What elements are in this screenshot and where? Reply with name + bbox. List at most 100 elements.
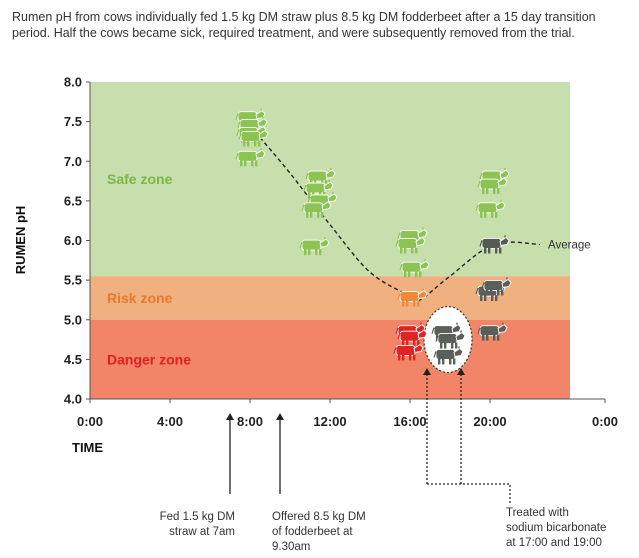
cow-tail — [393, 347, 397, 354]
cow-body — [397, 238, 418, 249]
cow-head — [255, 149, 266, 159]
cow-leg-2 — [413, 340, 416, 347]
cow-leg-3 — [497, 188, 500, 195]
x-tick-label-6: 0:00 — [592, 414, 618, 429]
y-tick-label-6: 7.0 — [64, 154, 82, 169]
annotation-0-line-0: Fed 1.5 kg DM — [160, 511, 235, 523]
cow-leg-1 — [486, 334, 489, 341]
cow-tail — [238, 133, 242, 140]
cow-point-3 — [238, 128, 269, 147]
cow-tail — [433, 351, 437, 358]
cow-head — [413, 343, 424, 353]
cow-tail — [477, 180, 481, 188]
cow-point-21 — [477, 176, 508, 195]
zone-label-1: Risk zone — [107, 290, 173, 306]
cow-point-16 — [393, 342, 424, 361]
cow-tail — [479, 172, 483, 180]
cow-body — [399, 291, 420, 303]
cow-point-25 — [481, 277, 512, 296]
cow-head — [419, 260, 430, 270]
cow-head — [327, 193, 338, 203]
cow-body — [483, 280, 504, 291]
treat-connector — [427, 483, 511, 504]
cow-tail — [397, 232, 401, 239]
annotation-2-line-1: sodium bicarbonate — [506, 522, 606, 534]
axes-layer: 4.0 4.5 5.0 5.5 6.0 6.5 7.0 7.5 8.0 0:00 4:00 8:00 1… — [64, 75, 618, 430]
cow-head — [257, 118, 268, 128]
cow-head — [497, 177, 508, 187]
cow-leg-1 — [484, 295, 487, 302]
cow-leg-1 — [488, 247, 491, 254]
x-tick-label-0: 0:00 — [77, 414, 103, 429]
cow-leg-3 — [453, 358, 456, 365]
cow-point-4 — [235, 148, 266, 167]
caption-line-2: period. Half the cows became sick, requi… — [12, 26, 575, 40]
cow-leg-1 — [247, 140, 250, 147]
cow-leg-3 — [497, 334, 500, 341]
cow-tail — [481, 282, 485, 289]
cow-leg-2 — [315, 249, 318, 256]
annotation-1-line-1: of fodderbeet at — [272, 526, 353, 538]
x-tick-label-2: 8:00 — [237, 414, 263, 429]
cow-body — [477, 202, 498, 214]
cow-leg-3 — [455, 342, 458, 349]
cow-tail — [475, 287, 479, 295]
cow-leg-3 — [413, 354, 416, 361]
cow-leg-0 — [438, 358, 441, 365]
cow-leg-3 — [321, 211, 324, 218]
cow-body — [237, 150, 258, 162]
y-tick-label-1: 4.5 — [64, 352, 82, 367]
cow-tail — [305, 172, 309, 180]
cow-leg-2 — [491, 211, 494, 218]
cow-body — [305, 182, 326, 194]
cow-tail — [303, 184, 307, 192]
arrow-head — [276, 413, 284, 420]
cow-body — [399, 330, 420, 342]
cow-leg-0 — [486, 289, 489, 296]
cow-tail — [237, 121, 241, 128]
cow-leg-0 — [304, 249, 307, 256]
cow-leg-2 — [451, 342, 454, 349]
cow-leg-0 — [484, 247, 487, 254]
average-label: Average — [548, 239, 591, 251]
cow-leg-0 — [400, 247, 403, 254]
x-tick-label-4: 16:00 — [393, 414, 426, 429]
cow-head — [323, 181, 334, 191]
zone-labels-layer: Safe zone Risk zone Danger zone — [107, 171, 191, 367]
cow-leg-0 — [404, 271, 407, 278]
annotation-1-line-0: Offered 8.5 kg DM — [272, 511, 366, 523]
cow-body — [301, 239, 322, 251]
cow-leg-3 — [417, 300, 420, 307]
cow-leg-1 — [402, 354, 405, 361]
y-tick-label-0: 4.0 — [64, 392, 82, 407]
cow-leg-0 — [306, 211, 309, 218]
cow-point-13 — [397, 288, 428, 307]
cow-leg-1 — [310, 211, 313, 218]
cow-point-11 — [395, 235, 426, 254]
cow-leg-3 — [319, 249, 322, 256]
cow-tail — [395, 240, 399, 247]
cow-body — [435, 348, 456, 360]
annotation-2-line-2: at 17:00 and 19:00 — [506, 537, 602, 549]
cow-leg-2 — [497, 289, 500, 296]
cow-leg-2 — [415, 271, 418, 278]
cow-tail — [307, 196, 311, 204]
cow-tail — [475, 204, 479, 211]
y-tick-label-5: 6.5 — [64, 193, 82, 208]
cow-leg-0 — [482, 188, 485, 195]
cow-leg-0 — [243, 140, 246, 147]
annotations-layer: Fed 1.5 kg DM straw at 7am Offered 8.5 kg … — [160, 368, 606, 553]
annotation-arrow-1 — [276, 413, 284, 494]
cow-head — [417, 228, 428, 239]
cow-leg-3 — [495, 295, 498, 302]
cow-tail — [479, 240, 483, 247]
cow-head — [417, 329, 428, 339]
cow-leg-2 — [495, 247, 498, 254]
cow-point-23 — [479, 235, 510, 254]
cow-head — [258, 129, 269, 139]
cow-point-8 — [301, 199, 332, 218]
y-axis-title: RUMEN pH — [13, 206, 28, 275]
cow-tail — [301, 204, 305, 211]
cow-leg-2 — [493, 334, 496, 341]
